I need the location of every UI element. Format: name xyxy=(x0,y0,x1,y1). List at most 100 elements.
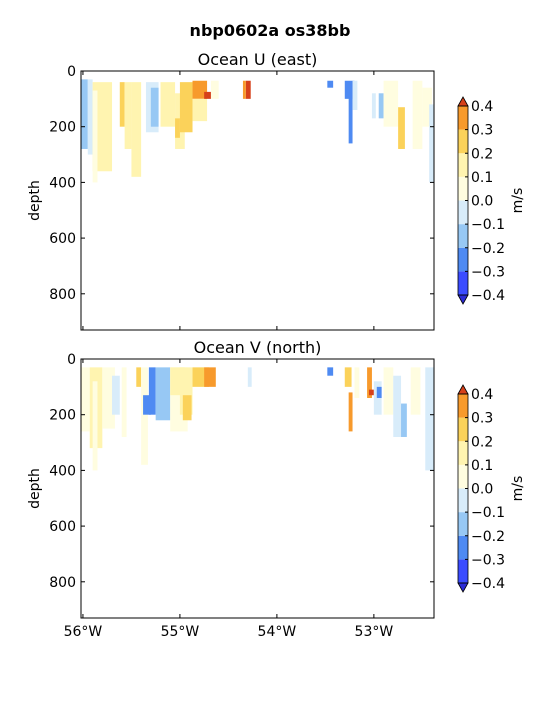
heatmap-cell xyxy=(92,381,98,471)
plot-frame xyxy=(80,70,435,331)
heatmap-cell xyxy=(373,381,382,415)
heatmap-cell xyxy=(383,80,399,127)
heatmap-cell xyxy=(398,107,405,149)
y-tick-label: 400 xyxy=(49,463,76,479)
y-tick-label: 800 xyxy=(49,575,76,591)
colorbar-segment xyxy=(458,106,468,130)
heatmap-cell xyxy=(344,80,355,99)
colorbar-segment xyxy=(458,129,468,154)
panel-title: Ocean U (east) xyxy=(198,50,318,69)
colorbar-extend-max xyxy=(457,384,469,395)
heatmap-cell xyxy=(422,87,433,127)
colorbar-tick-label: −0.1 xyxy=(471,217,505,233)
heatmap-cell xyxy=(383,367,394,415)
heatmap-cell xyxy=(141,367,148,465)
colorbar-segment xyxy=(458,176,468,201)
heatmap-cell xyxy=(204,367,216,387)
colorbar-segment xyxy=(458,559,468,583)
heatmap-cell xyxy=(148,367,156,415)
heatmap-cell xyxy=(344,367,352,387)
heatmap-cell xyxy=(429,104,434,183)
panel-title: Ocean V (north) xyxy=(194,338,322,357)
heatmap-cell xyxy=(102,367,115,429)
heatmap-cell xyxy=(327,80,334,88)
heatmap-cell xyxy=(245,80,251,99)
heatmap-cell xyxy=(242,80,246,99)
heatmap-cell xyxy=(112,375,120,415)
y-tick-label: 0 xyxy=(67,352,76,368)
colorbar-tick-label: −0.4 xyxy=(471,288,505,304)
colorbar-tick-label: 0.0 xyxy=(471,194,493,210)
colorbar-label: m/s xyxy=(510,476,526,502)
colorbar: 0.4 0.3 0.2 0.1 0.0 −0.1 −0.2 −0.3 −0.4 m/s xyxy=(457,96,526,305)
heatmap-cell xyxy=(175,118,180,138)
y-tick-label: 0 xyxy=(67,64,76,80)
colorbar-tick-label: −0.3 xyxy=(471,264,505,280)
panel-1: Ocean U (east)0200400600800depth0.40.30.… xyxy=(27,50,526,331)
colorbar-segment xyxy=(458,153,468,177)
heatmap-cells xyxy=(81,79,434,183)
heatmap-cell xyxy=(367,367,372,398)
heatmap-cell xyxy=(182,395,192,421)
colorbar-tick-label: 0.3 xyxy=(471,123,493,139)
colorbar-segment xyxy=(458,512,468,536)
heatmap-cell xyxy=(192,98,208,122)
heatmap-cell xyxy=(352,80,358,110)
heatmap-cell xyxy=(327,367,334,376)
heatmap-cell xyxy=(371,93,376,119)
colorbar-tick-label: −0.1 xyxy=(471,505,505,521)
heatmap-cell xyxy=(204,91,211,99)
y-axis-label: depth xyxy=(27,468,43,509)
heatmap-cell xyxy=(393,375,402,437)
heatmap-cell xyxy=(192,80,208,99)
y-tick-label: 800 xyxy=(49,287,76,303)
colorbar-tick-label: −0.3 xyxy=(471,552,505,568)
colorbar-tick-label: 0.1 xyxy=(471,170,493,186)
y-tick-label: 200 xyxy=(49,408,76,424)
heatmap-cell xyxy=(150,87,159,127)
heatmap-cell xyxy=(143,395,151,415)
heatmap-cell xyxy=(81,79,88,149)
colorbar-segment xyxy=(458,271,468,295)
colorbar-tick-label: −0.2 xyxy=(471,529,505,545)
heatmap-cell xyxy=(376,386,382,398)
heatmap-cells xyxy=(81,367,434,471)
x-tick-label: 55°W xyxy=(161,624,200,640)
colorbar-segment xyxy=(458,464,468,489)
heatmap-cell xyxy=(160,82,176,127)
heatmap-cell xyxy=(378,93,384,119)
heatmap-cell xyxy=(179,82,193,110)
colorbar-tick-label: −0.4 xyxy=(471,576,505,592)
colorbar-tick-label: 0.4 xyxy=(471,387,493,403)
heatmap-cell xyxy=(348,96,353,144)
y-tick-label: 600 xyxy=(49,231,76,247)
y-tick-label: 200 xyxy=(49,120,76,136)
heatmap-cell xyxy=(92,90,98,183)
heatmap-cell xyxy=(348,392,353,432)
colorbar-segment xyxy=(458,394,468,418)
heatmap-cell xyxy=(179,109,193,133)
heatmap-cell xyxy=(121,367,127,437)
heatmap-cell xyxy=(131,82,142,177)
colorbar-segment xyxy=(458,224,468,248)
colorbar-extend-min xyxy=(457,294,469,305)
colorbar-tick-label: 0.4 xyxy=(471,99,493,115)
colorbar-segment xyxy=(458,488,468,513)
x-tick-label: 54°W xyxy=(258,624,297,640)
heatmap-cell xyxy=(410,367,421,415)
colorbar-tick-label: 0.0 xyxy=(471,482,493,498)
colorbar-tick-label: 0.2 xyxy=(471,434,493,450)
colorbar-segment xyxy=(458,247,468,272)
colorbar-label: m/s xyxy=(510,188,526,214)
heatmap-cell xyxy=(81,367,90,432)
panel-2: Ocean V (north) 0 200 400 600 800 depth 56°W 55°… xyxy=(27,338,526,640)
heatmap-cell xyxy=(210,80,219,99)
heatmap-cell xyxy=(412,80,423,149)
panels: Ocean U (east) 0 200 400 600 800 depth 0.4 0.3 0.… xyxy=(27,50,526,640)
heatmap-cell xyxy=(425,367,434,471)
heatmap-cell xyxy=(401,403,407,437)
figure-suptitle: nbp0602a os38bb xyxy=(190,21,351,40)
colorbar-tick-label: 0.1 xyxy=(471,458,493,474)
heatmap-cell xyxy=(369,389,374,396)
colorbar-tick-label: 0.2 xyxy=(471,146,493,162)
